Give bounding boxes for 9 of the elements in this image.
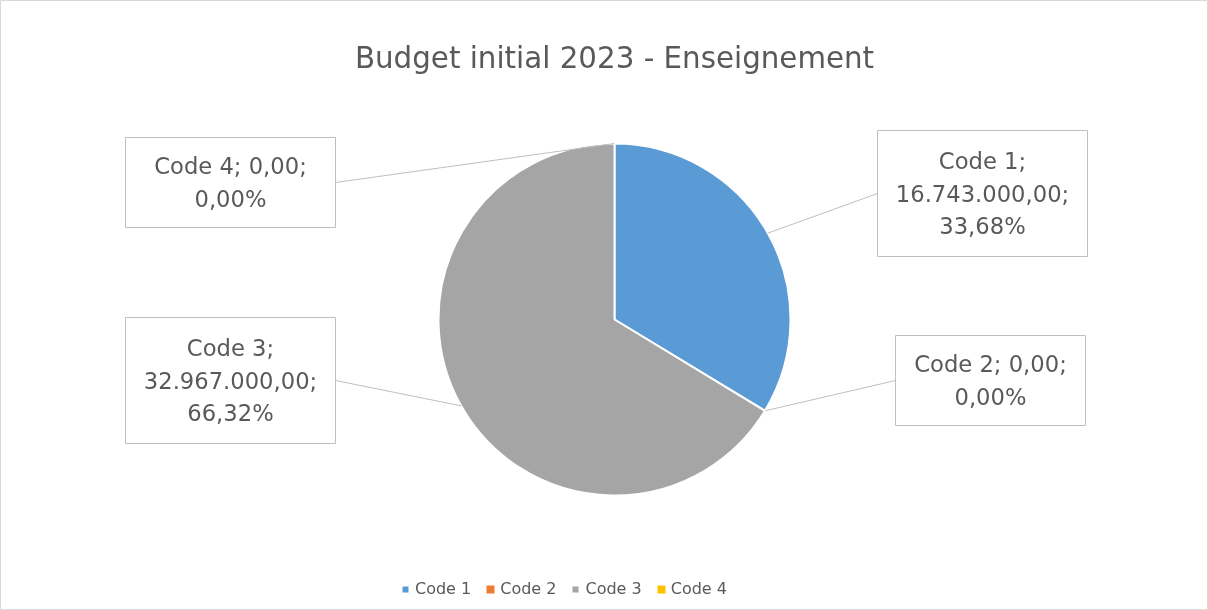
legend-label: Code 4 <box>670 579 727 598</box>
data-label: Code 3; 32.967.000,00; 66,32% <box>143 335 318 426</box>
chart-title: Budget initial 2023 - Enseignement <box>354 40 875 75</box>
legend-label: Code 1 <box>415 579 472 598</box>
legend-label: Code 3 <box>585 579 642 598</box>
text: Code 4; 0,00; 0,00% <box>154 153 307 212</box>
text: Code 2; 0,00; 0,00% <box>914 351 1067 410</box>
data-label: Code 1; 16.743.000,00; 33,68% <box>895 148 1070 239</box>
legend-label: Code 2 <box>500 579 557 598</box>
